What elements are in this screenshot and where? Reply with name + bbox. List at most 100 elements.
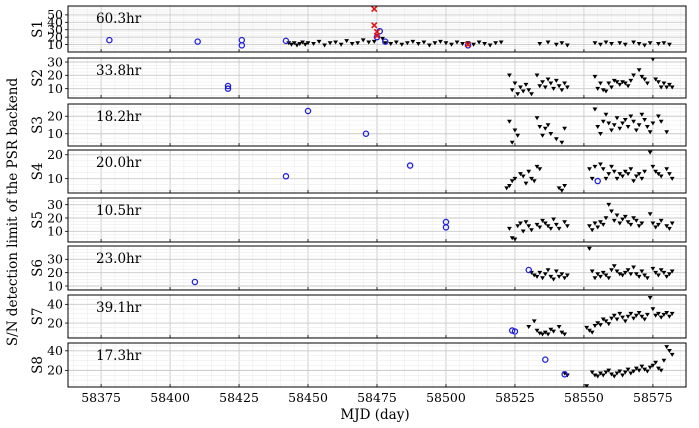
- upper-limit-point: [427, 43, 432, 48]
- upper-limit-point: [592, 41, 598, 46]
- upper-limit-point: [598, 220, 603, 225]
- panel-label: S3: [30, 116, 46, 134]
- y-axis-title: S/N detection limit of the PSR backend: [5, 78, 21, 347]
- upper-limit-point: [633, 128, 639, 133]
- x-tick-label: 58400: [150, 390, 190, 405]
- upper-limit-point: [650, 121, 656, 126]
- upper-limit-point: [642, 117, 648, 122]
- upper-limit-point: [333, 40, 339, 45]
- detection-point: [304, 107, 312, 115]
- upper-limit-point: [653, 169, 659, 174]
- upper-limit-point: [526, 324, 532, 329]
- upper-limit-point: [523, 82, 529, 87]
- upper-limit-point: [534, 274, 540, 279]
- upper-limit-point: [609, 316, 614, 321]
- upper-limit-point: [537, 84, 543, 89]
- y-tick-label: 20: [47, 109, 63, 124]
- upper-limit-point: [636, 172, 642, 177]
- panel-frame: [67, 149, 687, 194]
- upper-limit-point: [540, 276, 545, 281]
- upper-limit-point: [404, 41, 410, 46]
- upper-limit-point: [589, 370, 595, 375]
- y-tick-label: 30: [47, 197, 63, 212]
- upper-limit-point: [531, 179, 537, 184]
- upper-limit-point: [537, 42, 543, 47]
- upper-limit-point: [592, 107, 598, 112]
- upper-limit-point: [415, 42, 421, 47]
- upper-limit-point: [548, 81, 554, 86]
- upper-limit-point: [311, 42, 316, 47]
- x-axis-title: MJD (day): [340, 407, 409, 423]
- upper-limit-point: [644, 81, 650, 86]
- y-tick-label: 20: [47, 29, 63, 44]
- y-tick-label: 20: [47, 315, 63, 330]
- upper-limit-point: [625, 124, 631, 129]
- upper-limit-point: [636, 368, 642, 373]
- upper-limit-point: [606, 368, 612, 373]
- upper-limit-point: [542, 330, 548, 335]
- upper-limit-point: [606, 81, 612, 86]
- upper-limit-point: [556, 324, 562, 329]
- upper-limit-point: [614, 371, 620, 376]
- upper-limit-point: [551, 217, 556, 222]
- y-tick-label: 50: [47, 7, 63, 22]
- upper-limit-point: [559, 188, 565, 193]
- upper-limit-point: [664, 130, 670, 135]
- upper-limit-point: [526, 224, 532, 229]
- upper-limit-point: [614, 116, 620, 121]
- upper-limit-point: [545, 123, 551, 128]
- upper-limit-point: [661, 81, 667, 86]
- detection-point: [511, 328, 519, 335]
- upper-limit-point: [598, 42, 603, 47]
- upper-limit-point: [460, 42, 465, 47]
- upper-limit-point: [600, 373, 606, 378]
- upper-limit-point: [344, 39, 350, 44]
- upper-limit-point: [600, 167, 606, 172]
- upper-limit-point: [614, 80, 620, 85]
- upper-limit-point: [556, 226, 562, 231]
- upper-limit-point: [631, 265, 636, 270]
- panel-marks: [508, 296, 675, 337]
- y-tick-label: 20: [47, 147, 63, 162]
- upper-limit-point: [650, 363, 656, 368]
- panel-frame: [67, 245, 687, 291]
- upper-limit-point: [647, 212, 653, 217]
- x-tick-label: 58550: [564, 390, 604, 405]
- upper-limit-point: [622, 270, 628, 275]
- panel-duration: 60.3hr: [96, 11, 142, 27]
- upper-limit-point: [598, 131, 603, 136]
- upper-limit-point: [294, 43, 300, 48]
- upper-limit-point: [620, 80, 625, 85]
- upper-limit-point: [606, 322, 612, 327]
- upper-limit-point: [642, 273, 648, 278]
- upper-limit-point: [355, 41, 361, 46]
- upper-limit-point: [548, 327, 554, 332]
- upper-limit-point: [633, 313, 639, 318]
- upper-limit-point: [545, 268, 551, 273]
- upper-limit-point: [622, 81, 628, 86]
- upper-limit-point: [534, 164, 540, 169]
- upper-limit-point: [620, 174, 625, 179]
- upper-limit-point: [545, 224, 551, 229]
- upper-limit-point: [669, 221, 675, 226]
- upper-limit-point: [534, 116, 540, 121]
- upper-limit-point: [609, 128, 614, 133]
- upper-limit-point: [622, 214, 628, 219]
- upper-limit-point: [564, 224, 570, 229]
- upper-limit-point: [631, 40, 636, 45]
- upper-limit-point: [305, 41, 311, 46]
- detection-point: [594, 177, 601, 185]
- upper-limit-point: [589, 330, 595, 335]
- upper-limit-point: [598, 371, 603, 376]
- upper-limit-point: [636, 42, 642, 47]
- upper-limit-point: [617, 126, 623, 131]
- upper-limit-point: [531, 319, 537, 324]
- detection-point: [224, 85, 232, 92]
- upper-limit-point: [656, 172, 661, 177]
- y-tick-label: 20: [47, 68, 63, 83]
- upper-limit-point: [592, 324, 598, 329]
- upper-limit-point: [639, 74, 645, 79]
- upper-limit-point: [664, 345, 670, 350]
